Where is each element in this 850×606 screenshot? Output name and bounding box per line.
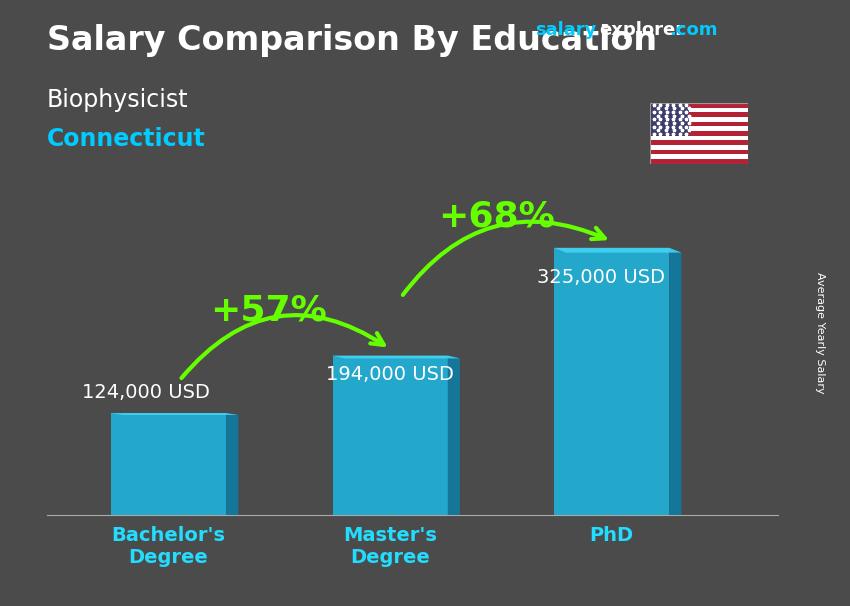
- Text: Biophysicist: Biophysicist: [47, 88, 189, 112]
- Text: +57%: +57%: [210, 293, 326, 327]
- Bar: [650, 136, 748, 141]
- Bar: [650, 131, 748, 136]
- Bar: [650, 112, 748, 117]
- Bar: [650, 117, 748, 122]
- Text: salary: salary: [536, 21, 597, 39]
- Polygon shape: [332, 356, 460, 358]
- Bar: [650, 103, 748, 108]
- Bar: [650, 159, 748, 164]
- Polygon shape: [111, 413, 226, 515]
- Text: Salary Comparison By Education: Salary Comparison By Education: [47, 24, 657, 57]
- Polygon shape: [448, 356, 460, 515]
- Bar: [650, 150, 748, 155]
- Bar: [650, 141, 748, 145]
- Polygon shape: [554, 248, 682, 253]
- Text: +68%: +68%: [438, 199, 555, 233]
- Text: Connecticut: Connecticut: [47, 127, 206, 152]
- Bar: [650, 108, 748, 112]
- Bar: [650, 155, 748, 159]
- Bar: [650, 122, 748, 126]
- Bar: [650, 103, 689, 136]
- Text: 194,000 USD: 194,000 USD: [326, 365, 454, 384]
- Text: Average Yearly Salary: Average Yearly Salary: [815, 273, 825, 394]
- Polygon shape: [669, 248, 682, 515]
- Polygon shape: [111, 413, 238, 415]
- Bar: [650, 126, 748, 131]
- Text: 325,000 USD: 325,000 USD: [536, 268, 665, 287]
- Text: .com: .com: [669, 21, 717, 39]
- Polygon shape: [226, 413, 238, 515]
- Polygon shape: [332, 356, 448, 515]
- Bar: [650, 145, 748, 150]
- Polygon shape: [554, 248, 669, 515]
- Text: 124,000 USD: 124,000 USD: [82, 382, 210, 402]
- Text: explorer: explorer: [599, 21, 684, 39]
